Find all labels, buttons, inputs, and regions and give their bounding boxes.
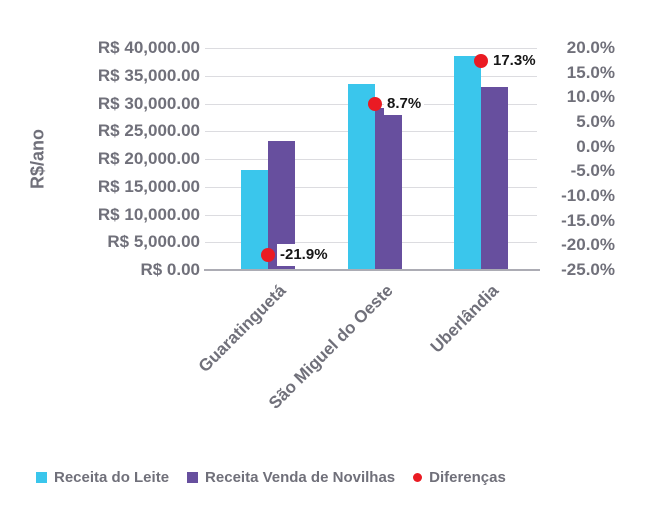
legend-item-receita-venda-de-novilhas: Receita Venda de Novilhas: [187, 469, 395, 486]
legend-item-receita-do-leite: Receita do Leite: [36, 469, 169, 486]
point-label: -21.9%: [277, 244, 331, 266]
right-axis-tick-label: 5.0%: [576, 112, 615, 131]
right-axis-tick-label: 20.0%: [566, 38, 615, 57]
legend-item-diferen-as: Diferenças: [413, 469, 506, 486]
left-axis-tick-label: R$ 20,000.00: [97, 149, 200, 168]
right-axis-tick-label: -5.0%: [570, 161, 615, 180]
legend-swatch-square-icon: [36, 471, 47, 483]
legend-label: Receita Venda de Novilhas: [205, 468, 396, 486]
diferencas-point: [261, 248, 275, 262]
legend: Receita do Leite Receita Venda de Novilha…: [36, 465, 506, 489]
point-label: 8.7%: [384, 93, 425, 115]
legend-label: Receita do Leite: [54, 468, 170, 486]
diferencas-point: [368, 97, 382, 111]
bar-receita-do-leite: [454, 56, 481, 270]
right-axis-tick-label: -25.0%: [561, 260, 615, 279]
right-axis-tick-label: 10.0%: [566, 87, 615, 106]
point-label: 17.3%: [490, 50, 539, 72]
right-axis-tick-label: -10.0%: [561, 186, 615, 205]
left-axis-tick-label: R$ 0.00: [140, 260, 200, 279]
bar-receita-venda-de-novilhas: [375, 108, 402, 270]
right-axis-tick-label: -15.0%: [561, 211, 615, 230]
legend-swatch-circle-icon: [413, 472, 423, 482]
left-axis-tick-label: R$ 40,000.00: [97, 38, 200, 57]
left-axis-tick-label: R$ 35,000.00: [97, 66, 200, 85]
gridline: [205, 76, 537, 77]
bar-receita-do-leite: [348, 84, 375, 270]
right-axis-tick-label: -20.0%: [561, 235, 615, 254]
gridline: [205, 48, 537, 49]
x-axis-line: [204, 269, 540, 271]
legend-swatch-square-icon: [187, 471, 199, 483]
bar-receita-venda-de-novilhas: [481, 87, 508, 270]
left-axis-tick-label: R$ 5,000.00: [107, 232, 200, 251]
legend-label: Diferenças: [429, 468, 506, 486]
diferencas-point: [474, 54, 488, 68]
right-axis-tick-label: 0.0%: [576, 137, 615, 156]
left-axis-tick-label: R$ 25,000.00: [97, 121, 200, 140]
left-axis-tick-label: R$ 30,000.00: [97, 94, 200, 113]
left-axis-tick-label: R$ 15,000.00: [97, 177, 200, 196]
right-axis-tick-label: 15.0%: [566, 63, 615, 82]
left-axis-tick-label: R$ 10,000.00: [97, 205, 200, 224]
